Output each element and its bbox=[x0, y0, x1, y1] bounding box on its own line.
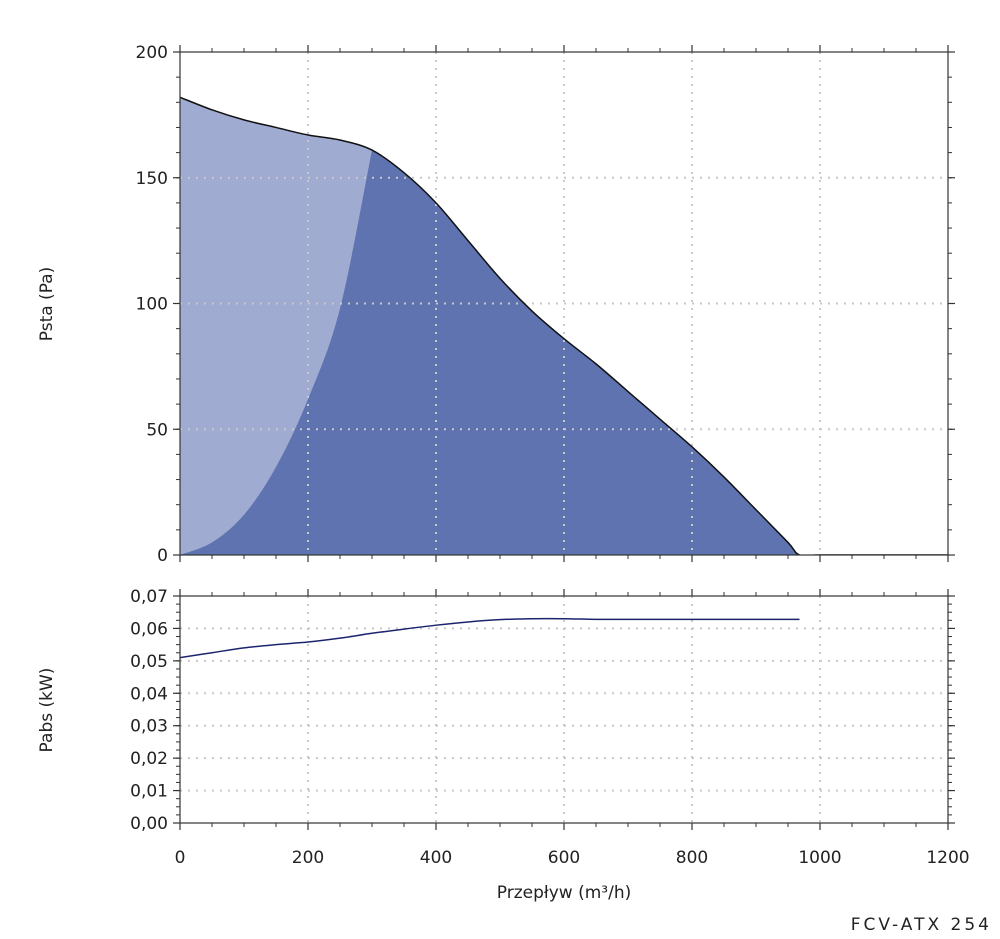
x-tick-label: 200 bbox=[292, 848, 324, 868]
x-tick-label: 800 bbox=[676, 848, 708, 868]
power-x-tick-labels: 0 200 400 600 800 1000 1200 bbox=[175, 848, 970, 868]
power-y-tick-label: 0,04 bbox=[130, 684, 168, 704]
pressure-y-tick-label: 150 bbox=[136, 169, 168, 189]
power-y-tick-label: 0,01 bbox=[130, 782, 168, 802]
x-tick-label: 0 bbox=[175, 848, 186, 868]
pressure-plot-area bbox=[180, 52, 948, 555]
power-y-axis-label: Pabs (kW) bbox=[37, 668, 57, 753]
pressure-y-tick-label: 100 bbox=[136, 295, 168, 315]
power-y-tick-label: 0,05 bbox=[130, 652, 168, 672]
power-grid bbox=[180, 596, 948, 823]
x-tick-label: 1200 bbox=[926, 848, 969, 868]
power-y-tick-label: 0,02 bbox=[130, 749, 168, 769]
x-axis-label: Przepływ (m³/h) bbox=[497, 883, 631, 903]
pressure-grid bbox=[180, 52, 948, 555]
power-ticks bbox=[173, 589, 955, 830]
x-tick-label: 1000 bbox=[798, 848, 841, 868]
power-plot-area bbox=[180, 596, 948, 823]
pressure-y-tick-label: 200 bbox=[136, 43, 168, 63]
power-y-tick-labels: 0,00 0,01 0,02 0,03 0,04 0,05 0,06 0,07 bbox=[130, 587, 168, 834]
model-label: FCV-ATX 254 bbox=[850, 915, 992, 935]
pressure-y-axis-label: Psta (Pa) bbox=[37, 267, 57, 341]
pressure-y-tick-label: 50 bbox=[146, 420, 168, 440]
power-y-tick-label: 0,07 bbox=[130, 587, 168, 607]
x-tick-label: 600 bbox=[548, 848, 580, 868]
power-curve-line bbox=[180, 617, 800, 659]
power-chart: 0,00 0,01 0,02 0,03 0,04 0,05 0,06 0,07 0 200 400… bbox=[37, 587, 970, 903]
x-tick-label: 400 bbox=[420, 848, 452, 868]
pressure-y-tick-labels: 0 50 100 150 200 bbox=[136, 43, 168, 566]
pressure-ticks bbox=[173, 45, 955, 562]
pressure-dark-area bbox=[180, 150, 948, 555]
power-y-tick-label: 0,03 bbox=[130, 717, 168, 737]
pressure-curve-line bbox=[180, 96, 948, 555]
pressure-chart: 0 50 100 150 200 Psta (Pa) bbox=[37, 43, 955, 566]
pressure-y-tick-label: 0 bbox=[157, 546, 168, 566]
power-y-tick-label: 0,06 bbox=[130, 619, 168, 639]
power-y-tick-label: 0,00 bbox=[130, 814, 168, 834]
